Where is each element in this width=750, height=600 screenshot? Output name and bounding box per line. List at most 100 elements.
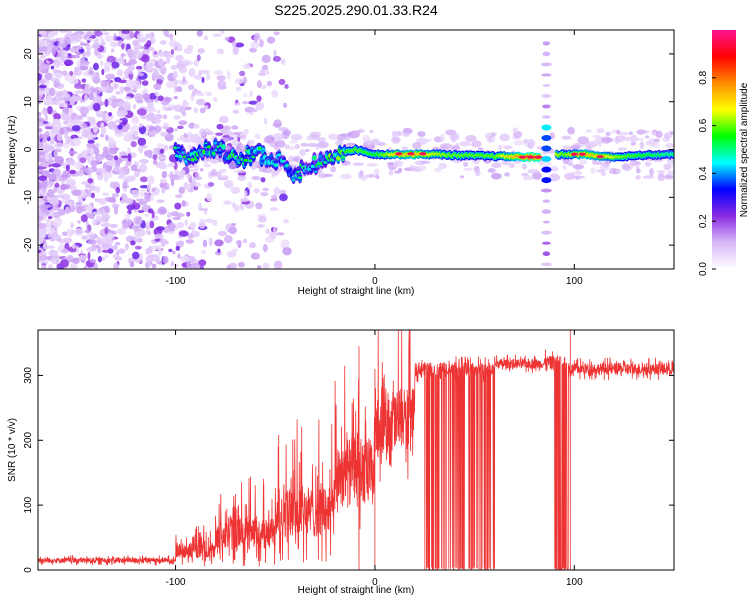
spectrogram-noise-blob bbox=[151, 210, 155, 219]
spectrogram-noise-blob bbox=[180, 59, 191, 66]
spectrogram-noise-blob bbox=[81, 181, 89, 185]
spectrogram-noise-blob bbox=[276, 232, 285, 236]
spectrogram-noise-blob bbox=[38, 215, 41, 220]
spectrogram-stripe-cell bbox=[541, 145, 552, 152]
spectrogram-noise-blob bbox=[113, 155, 119, 161]
spectrogram-ridge-cell bbox=[221, 145, 226, 149]
spectrogram-noise-blob bbox=[183, 182, 189, 190]
spectrogram-noise-blob bbox=[85, 44, 92, 52]
spectrogram-noise-blob bbox=[178, 186, 185, 195]
spectrogram-noise-blob bbox=[160, 40, 167, 45]
spectrogram-haze-blob bbox=[635, 161, 640, 165]
spectrogram-noise-blob bbox=[174, 84, 178, 94]
spectrogram-haze-blob bbox=[336, 133, 347, 142]
spectrogram-stripe-cell bbox=[542, 199, 551, 203]
spectrogram-noise-blob bbox=[47, 58, 53, 62]
spectrogram-haze-blob bbox=[305, 148, 310, 152]
spectrogram-noise-blob bbox=[262, 244, 268, 253]
spectrogram-noise-blob bbox=[65, 137, 71, 145]
spectrogram-noise-blob bbox=[74, 90, 84, 94]
spectrogram-noise-blob bbox=[121, 30, 131, 35]
spectrogram-haze-blob bbox=[171, 174, 180, 181]
spectrogram-noise-blob bbox=[100, 122, 105, 130]
spectrogram-noise-blob bbox=[135, 65, 143, 70]
spectrogram-noise-blob bbox=[170, 49, 175, 55]
spectrogram-noise-blob bbox=[172, 70, 178, 79]
spectrogram-noise-blob bbox=[70, 222, 74, 229]
spectrogram-noise-blob bbox=[279, 193, 288, 202]
spectrogram-noise-blob bbox=[162, 105, 168, 111]
spectrogram-haze-blob bbox=[265, 167, 272, 174]
spectrogram-stripe-cell bbox=[540, 188, 552, 193]
spectrogram-noise-blob bbox=[178, 230, 189, 237]
spectrogram-haze-blob bbox=[451, 145, 461, 151]
spectrogram-haze-blob bbox=[562, 165, 567, 170]
spectrogram-noise-blob bbox=[127, 49, 135, 59]
spectrogram-noise-blob bbox=[44, 131, 50, 136]
spectrogram-haze-blob bbox=[212, 159, 218, 165]
spectrogram-noise-blob bbox=[250, 41, 260, 49]
spectrogram-noise-blob bbox=[130, 164, 138, 172]
spectrogram-noise-blob bbox=[260, 177, 266, 183]
spectrogram-noise-blob bbox=[113, 33, 117, 41]
spectrogram-noise-blob bbox=[108, 196, 117, 203]
spectrogram-haze-blob bbox=[579, 159, 588, 165]
spectrogram-noise-blob bbox=[187, 44, 194, 51]
spectrogram-noise-blob bbox=[119, 170, 126, 178]
spectrogram-haze-blob bbox=[188, 168, 198, 172]
spectrogram-noise-blob bbox=[212, 219, 218, 226]
spectrogram-haze-blob bbox=[228, 163, 237, 170]
colorbar: 0.0 0.2 0.4 0.6 0.8 Normalized spectral ampl… bbox=[698, 30, 750, 276]
spectrogram-haze-blob bbox=[416, 165, 427, 171]
spectrogram-noise-blob bbox=[147, 107, 154, 112]
spectrogram-ridge-cell bbox=[218, 151, 223, 155]
spectrogram-stripe-cell bbox=[541, 209, 552, 214]
spectrogram-noise-blob bbox=[155, 156, 166, 160]
spectrogram-noise-blob bbox=[102, 150, 110, 158]
spectrogram-noise-blob bbox=[84, 94, 88, 102]
spectrogram-noise-blob bbox=[74, 66, 81, 72]
spectrogram-noise-blob bbox=[157, 95, 164, 102]
spectrogram-noise-blob bbox=[265, 69, 270, 75]
spectrogram-noise-blob bbox=[75, 206, 84, 214]
spectrogram-noise-blob bbox=[51, 211, 62, 219]
spectrogram-haze-blob bbox=[290, 133, 303, 141]
spectrogram-haze-blob bbox=[373, 168, 380, 176]
snr-ticks: -100 0 100 0 100 200 300 bbox=[23, 330, 674, 588]
spectrogram-noise-blob bbox=[266, 80, 273, 87]
snr-y-tick-label: 200 bbox=[23, 431, 34, 448]
spectrogram-noise-blob bbox=[150, 215, 159, 221]
spectrogram-noise-blob bbox=[159, 178, 167, 184]
spectrogram-noise-blob bbox=[235, 240, 242, 245]
spectrogram-haze-blob bbox=[294, 144, 301, 149]
spectrogram-noise-blob bbox=[138, 144, 144, 154]
spectrogram-noise-blob bbox=[175, 212, 185, 218]
spectrogram-noise-blob bbox=[193, 90, 202, 95]
spectrogram-haze-blob bbox=[368, 173, 375, 178]
spectrogram-noise-blob bbox=[203, 35, 209, 41]
snr-series-line bbox=[38, 330, 674, 570]
spectrogram-noise-blob bbox=[168, 248, 173, 253]
spectrogram-noise-blob bbox=[167, 231, 175, 235]
spectrogram-noise-blob bbox=[117, 248, 126, 254]
spectrogram-noise-blob bbox=[94, 30, 103, 37]
spectrogram-noise-blob bbox=[78, 254, 87, 261]
spectrogram-noise-blob bbox=[146, 183, 152, 192]
spectrogram-noise-blob bbox=[186, 211, 191, 217]
spectrogram-hotspot bbox=[518, 155, 526, 159]
spectrogram-noise-blob bbox=[212, 33, 222, 37]
spectrogram-noise-blob bbox=[175, 245, 180, 251]
spectrogram-noise-blob bbox=[84, 229, 91, 234]
spectrogram-noise-blob bbox=[134, 230, 142, 239]
spectrogram-noise-blob bbox=[226, 264, 232, 269]
spectrogram-noise-blob bbox=[60, 49, 68, 57]
spectrogram-haze-blob bbox=[539, 160, 552, 168]
spectrogram-noise-blob bbox=[123, 187, 128, 192]
spectrogram-haze-blob bbox=[393, 160, 404, 168]
spectrogram-noise-blob bbox=[107, 121, 117, 130]
spectrogram-noise-blob bbox=[198, 70, 203, 76]
spectrogram-noise-blob bbox=[153, 83, 162, 91]
spectrogram-noise-blob bbox=[69, 47, 79, 53]
spectrogram-noise-blob bbox=[173, 96, 178, 100]
spectrogram-haze-blob bbox=[238, 131, 244, 135]
